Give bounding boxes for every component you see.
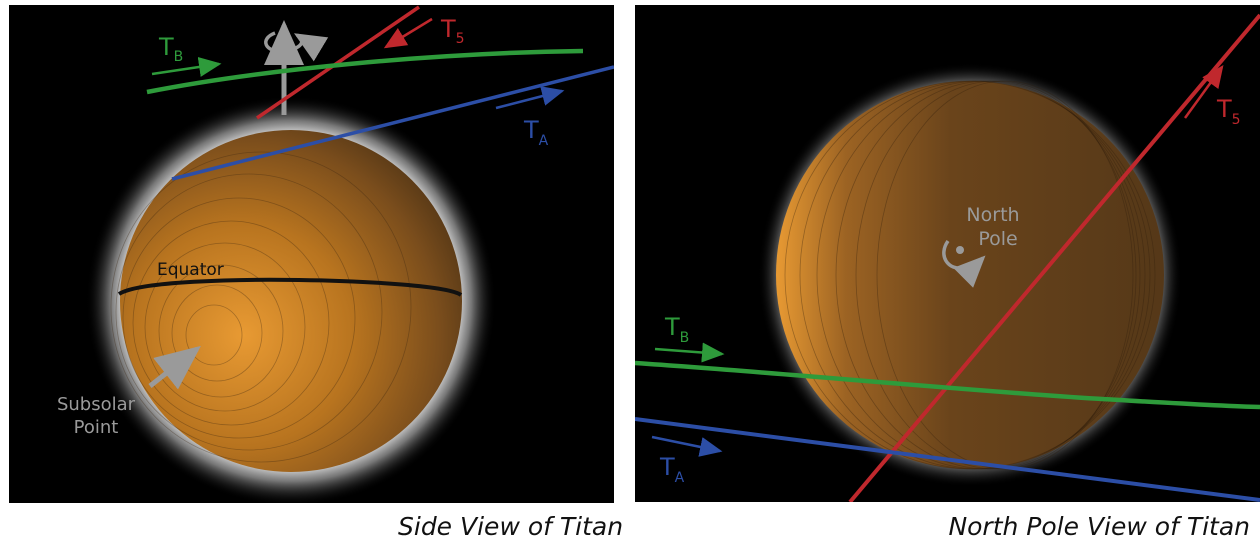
titan-contours bbox=[784, 80, 1156, 470]
side-view-diagram: T5 TB TA Equator Subsolar Point bbox=[57, 5, 614, 503]
ta-trajectory bbox=[635, 417, 1260, 502]
side-view-panel: T5 TB TA Equator Subsolar Point bbox=[9, 5, 614, 503]
t5-label: T5 bbox=[440, 15, 465, 47]
equator-line bbox=[117, 277, 463, 297]
titan-sphere bbox=[120, 130, 462, 472]
tb-arrow-icon bbox=[151, 57, 222, 77]
tb-label: TB bbox=[664, 313, 689, 346]
subsolar-arrow-icon bbox=[148, 345, 201, 390]
ta-arrow-icon bbox=[651, 435, 723, 457]
rotation-arrow-icon bbox=[942, 239, 986, 288]
tb-label: TB bbox=[158, 33, 183, 65]
t5-label: T5 bbox=[1216, 95, 1241, 128]
titan-contours bbox=[110, 151, 412, 463]
tb-trajectory bbox=[635, 360, 1260, 410]
equator-label: Equator bbox=[157, 260, 224, 280]
ta-label: TA bbox=[523, 116, 549, 149]
north-pole-label-line2: Pole bbox=[978, 228, 1017, 250]
ta-trajectory bbox=[171, 65, 614, 181]
north-pole-label-line1: North bbox=[966, 204, 1019, 226]
t5-trajectory bbox=[256, 5, 420, 120]
tb-trajectory bbox=[146, 48, 584, 95]
north-pole-dot bbox=[956, 246, 964, 254]
t5-trajectory bbox=[848, 13, 1260, 502]
titan-sphere bbox=[776, 81, 1164, 469]
side-view-caption: Side View of Titan bbox=[398, 512, 624, 541]
pole-view-caption: North Pole View of Titan bbox=[948, 512, 1250, 541]
rotation-arrow-icon bbox=[264, 31, 329, 62]
ta-arrow-icon bbox=[495, 86, 565, 110]
pole-view-panel: North Pole T5 TB TA bbox=[635, 5, 1260, 502]
ta-label: TA bbox=[659, 453, 685, 486]
t5-arrow-icon bbox=[1183, 64, 1224, 119]
subsolar-label-line1: Subsolar bbox=[57, 394, 136, 415]
subsolar-label-line2: Point bbox=[74, 417, 119, 438]
pole-view-diagram: North Pole T5 TB TA bbox=[635, 13, 1260, 502]
tb-arrow-icon bbox=[654, 342, 725, 363]
t5-arrow-icon bbox=[383, 17, 433, 49]
